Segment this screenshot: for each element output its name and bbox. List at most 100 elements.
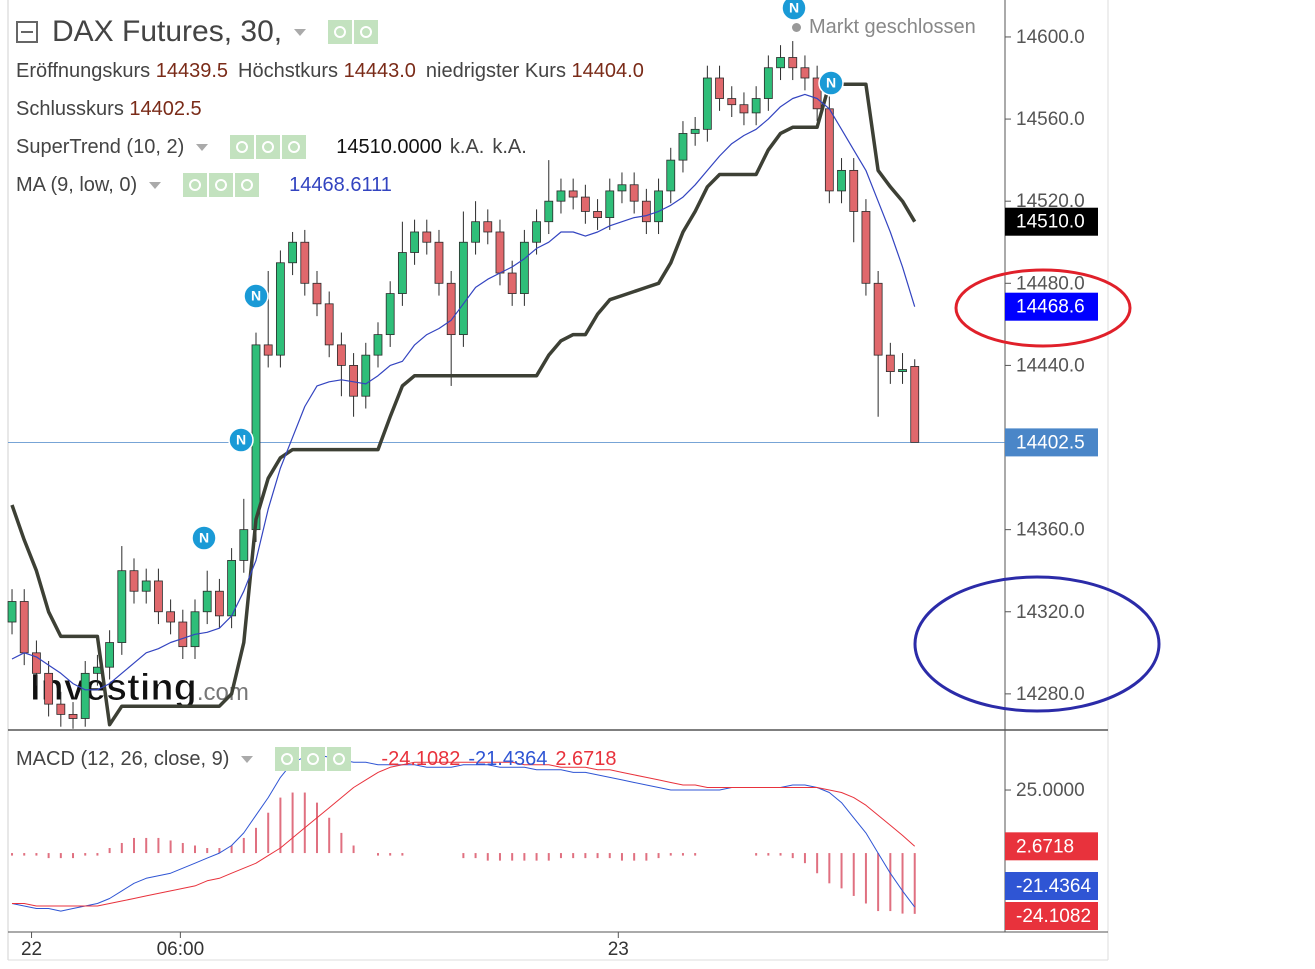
icon[interactable] xyxy=(209,173,234,197)
candle-body xyxy=(739,104,749,114)
ohlc-item: Eröffnungskurs 14439.5 xyxy=(16,52,228,90)
x-tick-label: 23 xyxy=(608,939,629,960)
price-tag xyxy=(1005,902,1098,930)
candle-body xyxy=(580,196,590,212)
candle-body xyxy=(824,108,834,192)
candle-body xyxy=(288,241,297,264)
title-legend: DAX Futures, 30, Eröffnungskurs 14439.5 H… xyxy=(16,12,736,204)
legend-value: k.A. xyxy=(449,135,485,158)
ma-line xyxy=(11,93,916,691)
candle-body xyxy=(763,67,773,99)
candle-body xyxy=(519,241,529,294)
candle-body xyxy=(556,190,566,202)
candle-body xyxy=(495,231,505,274)
icon[interactable] xyxy=(282,135,307,159)
supertrend-line xyxy=(10,82,917,727)
icon[interactable] xyxy=(256,135,281,159)
watermark: Investing xyxy=(30,667,197,709)
dropdown-caret[interactable] xyxy=(241,755,254,763)
legend-value: -21.4364 xyxy=(468,747,548,770)
candle-body xyxy=(690,128,700,134)
candle-body xyxy=(458,241,468,336)
ohlc-value: 14439.5 xyxy=(155,60,229,82)
candle-body xyxy=(202,590,212,613)
candle-body xyxy=(68,713,78,719)
candle-body xyxy=(641,200,651,223)
icon[interactable] xyxy=(354,20,379,44)
candle-body xyxy=(910,366,920,443)
annotation-ellipse xyxy=(913,575,1161,713)
annotation-ellipse xyxy=(954,268,1132,348)
news-marker-label: N xyxy=(251,288,261,304)
candle-body xyxy=(507,272,517,294)
ohlc-label: niedrigster Kurs xyxy=(425,60,566,82)
candle-body xyxy=(227,560,237,617)
candle-body xyxy=(873,282,883,356)
dropdown-caret[interactable] xyxy=(149,181,162,189)
candle-body xyxy=(532,221,541,243)
candle-body xyxy=(410,231,419,253)
candle-body xyxy=(80,672,90,719)
macd-legend: MACD (12, 26, close, 9) -24.1082 -21.4364… xyxy=(16,740,625,778)
candle-body xyxy=(568,190,578,198)
candle-body xyxy=(275,262,285,356)
news-marker xyxy=(191,525,217,551)
price-tag-label: 14402.5 xyxy=(1016,432,1085,453)
ohlc-value: 14404.0 xyxy=(571,60,644,82)
dropdown-caret[interactable] xyxy=(196,143,209,151)
candle-body xyxy=(422,231,432,243)
candle-body xyxy=(544,200,554,223)
candle-body xyxy=(397,252,407,294)
price-tag-label: 2.6718 xyxy=(1016,836,1074,857)
candle-body xyxy=(154,580,163,613)
candle-body xyxy=(19,601,29,654)
candle-body xyxy=(263,344,273,356)
candle-body xyxy=(617,184,627,192)
icon[interactable] xyxy=(275,747,300,771)
icon[interactable] xyxy=(301,747,326,771)
candle-body xyxy=(812,77,822,110)
legend-name: MA (9, low, 0) xyxy=(16,173,138,196)
x-tick-label: 22 xyxy=(21,939,42,960)
ohlc-legend: Eröffnungskurs 14439.5 Höchstkurs 14443.0… xyxy=(16,52,736,128)
indicator-legend: SuperTrend (10, 2) 14510.0000 k.A. k.A. MA (… xyxy=(16,128,736,204)
price-tag xyxy=(1005,292,1098,321)
ohlc-label: Schlusskurs xyxy=(16,98,124,120)
candle-body xyxy=(666,159,676,192)
ohlc-item: Schlusskurs 14402.5 xyxy=(16,90,202,128)
price-tag-label: 14510.0 xyxy=(1016,212,1085,233)
icon[interactable] xyxy=(183,173,208,197)
candle-body xyxy=(849,169,859,212)
price-tag-label: -24.1082 xyxy=(1016,906,1091,927)
ohlc-label: Höchstkurs xyxy=(238,60,339,82)
candle-body xyxy=(446,282,456,336)
collapse-icon[interactable] xyxy=(16,21,38,43)
macd-title: MACD (12, 26, close, 9) xyxy=(16,747,230,770)
candle-body xyxy=(312,282,322,305)
candle-body xyxy=(373,334,383,356)
icon[interactable] xyxy=(327,747,352,771)
legend-value: 14468.6111 xyxy=(289,173,392,196)
y-tick-label: 14480.0 xyxy=(1016,273,1085,294)
price-tag-label: -21.4364 xyxy=(1016,876,1091,897)
candle-body xyxy=(361,354,371,397)
y-tick-label: 14280.0 xyxy=(1016,684,1085,705)
price-tag xyxy=(1005,428,1098,457)
candle-body xyxy=(105,642,115,668)
candle-body xyxy=(471,221,480,243)
candle-body xyxy=(434,241,444,284)
candle-body xyxy=(117,570,127,643)
y-tick-label: 14320.0 xyxy=(1016,602,1085,623)
candle-body xyxy=(593,211,602,219)
legend-value: k.A. xyxy=(492,135,527,158)
icon[interactable] xyxy=(235,173,260,197)
dropdown-caret[interactable] xyxy=(294,28,307,36)
icon[interactable] xyxy=(328,20,353,44)
ohlc-item: Höchstkurs 14443.0 xyxy=(238,52,416,90)
candle-body xyxy=(776,57,785,69)
y-tick-label: 14560.0 xyxy=(1016,109,1085,130)
candle-body xyxy=(385,293,395,336)
icon[interactable] xyxy=(230,135,255,159)
candle-body xyxy=(678,133,688,161)
